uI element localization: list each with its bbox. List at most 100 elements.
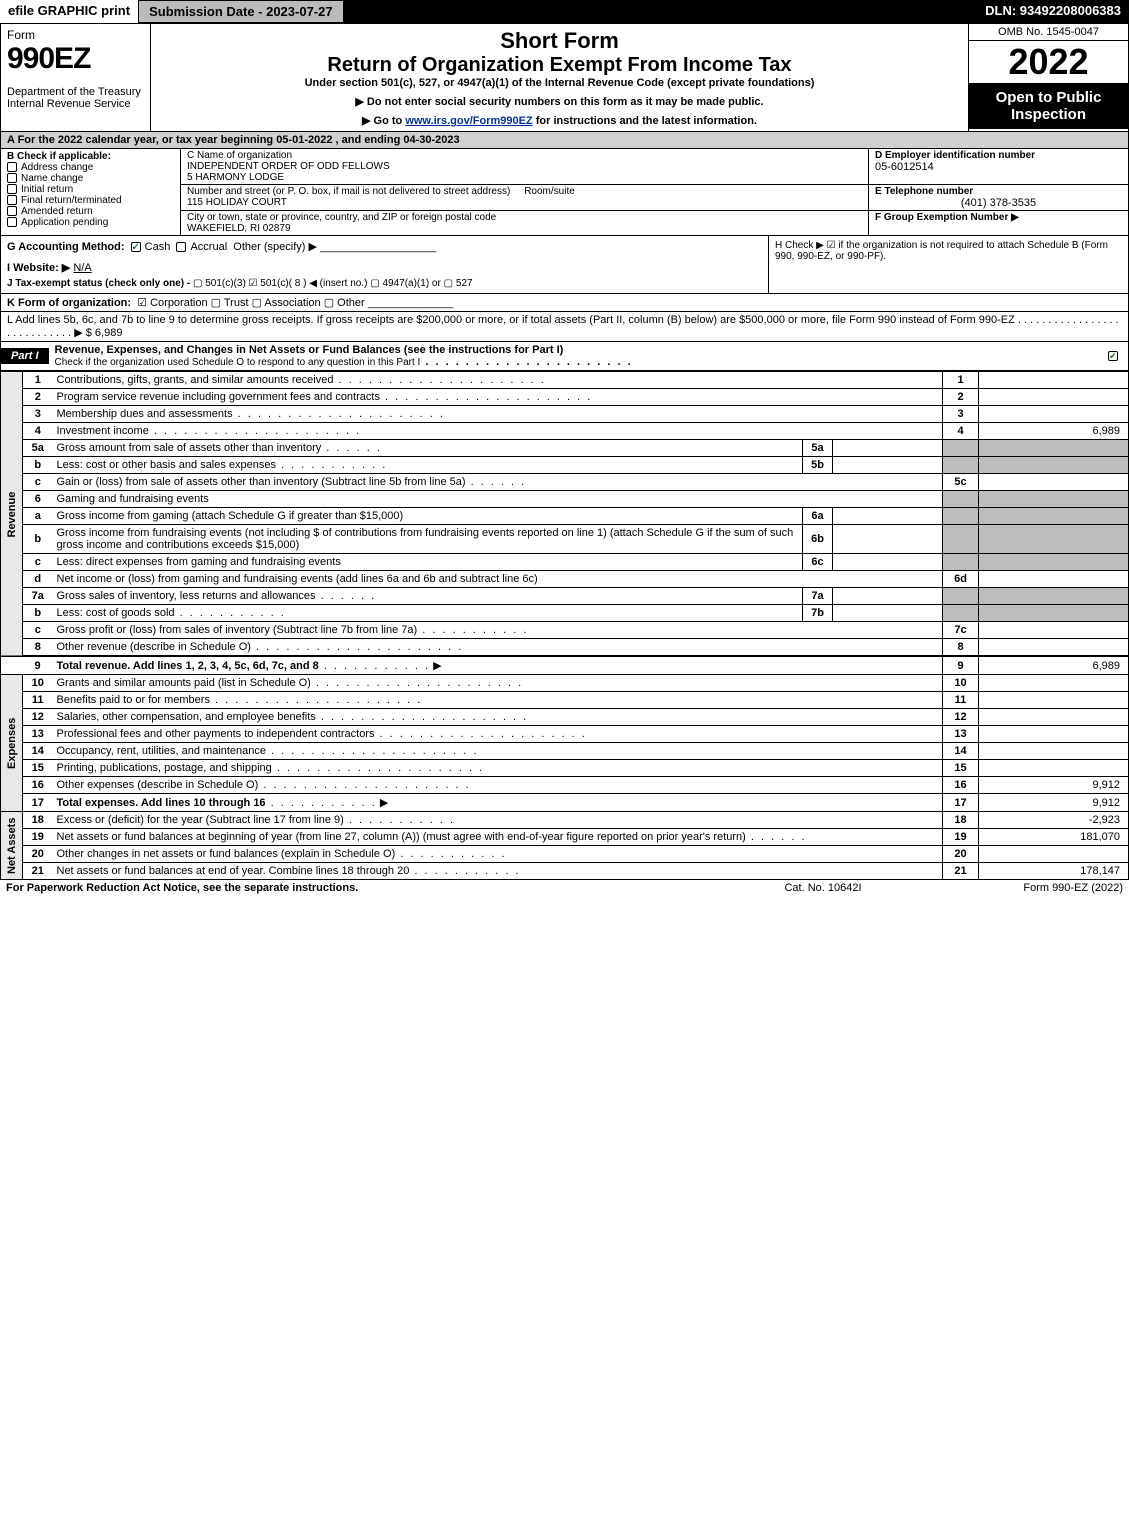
department-label: Department of the Treasury Internal Reve…: [7, 86, 144, 110]
street-lbl: Number and street (or P. O. box, if mail…: [187, 186, 510, 197]
val-4: 6,989: [979, 423, 1129, 440]
footer-left: For Paperwork Reduction Act Notice, see …: [6, 882, 723, 894]
checkbox-icon[interactable]: [7, 173, 17, 183]
section-gh: G Accounting Method: Cash Accrual Other …: [0, 236, 1129, 294]
checkbox-icon[interactable]: [7, 206, 17, 216]
d-ein: D Employer identification number 05-6012…: [868, 149, 1128, 185]
part-check: [1102, 348, 1128, 364]
j-lbl: J Tax-exempt status (check only one) -: [7, 278, 190, 289]
b-opt-initial: Initial return: [7, 184, 174, 195]
footer-right: Form 990-EZ (2022): [923, 882, 1123, 894]
goto-post: for instructions and the latest informat…: [533, 115, 757, 127]
header-center: Short Form Return of Organization Exempt…: [151, 24, 968, 131]
b-opt-pending: Application pending: [7, 217, 174, 228]
total-expenses: 9,912: [979, 794, 1129, 812]
g-lbl: G Accounting Method:: [7, 241, 125, 253]
checkbox-icon[interactable]: [176, 242, 186, 252]
side-netassets: Net Assets: [1, 812, 23, 880]
k-lbl: K Form of organization:: [7, 297, 131, 309]
section-b: B Check if applicable: Address change Na…: [1, 149, 181, 235]
efile-label: efile GRAPHIC print: [0, 0, 138, 23]
city-lbl: City or town, state or province, country…: [187, 212, 862, 223]
dln-label: DLN: 93492208006383: [977, 0, 1129, 23]
j-status: J Tax-exempt status (check only one) - ▢…: [7, 278, 762, 289]
b-opt-name: Name change: [7, 173, 174, 184]
goto-line: ▶ Go to www.irs.gov/Form990EZ for instru…: [161, 114, 958, 127]
city-val: WAKEFIELD, RI 02879: [187, 223, 862, 234]
section-h: H Check ▶ ☑ if the organization is not r…: [768, 236, 1128, 293]
form-word: Form: [7, 28, 144, 42]
top-bar: efile GRAPHIC print Submission Date - 20…: [0, 0, 1129, 23]
i-lbl: I Website: ▶: [7, 262, 70, 274]
section-g: G Accounting Method: Cash Accrual Other …: [1, 236, 768, 293]
b-opt-final: Final return/terminated: [7, 195, 174, 206]
side-revenue: Revenue: [1, 372, 23, 657]
page-footer: For Paperwork Reduction Act Notice, see …: [0, 880, 1129, 896]
form-number: 990EZ: [7, 42, 144, 76]
f-group: F Group Exemption Number ▶: [868, 211, 1128, 235]
form-990ez-page: efile GRAPHIC print Submission Date - 20…: [0, 0, 1129, 896]
part-title: Revenue, Expenses, and Changes in Net As…: [49, 342, 1102, 370]
part-tab: Part I: [1, 348, 49, 364]
k-opts: ☑ Corporation ▢ Trust ▢ Association ▢ Ot…: [137, 297, 365, 309]
ln-1: 1: [23, 372, 53, 389]
val-1: [979, 372, 1129, 389]
val-21: 178,147: [979, 863, 1129, 880]
b-title: B Check if applicable:: [7, 151, 174, 162]
street-val: 115 HOLIDAY COURT: [187, 197, 862, 208]
org-name: INDEPENDENT ORDER OF ODD FELLOWS 5 HARMO…: [187, 161, 862, 183]
part-sub: Check if the organization used Schedule …: [55, 357, 421, 368]
section-a: A For the 2022 calendar year, or tax yea…: [0, 132, 1129, 149]
c-name: C Name of organization INDEPENDENT ORDER…: [181, 149, 868, 185]
section-k: K Form of organization: ☑ Corporation ▢ …: [0, 294, 1129, 312]
val-19: 181,070: [979, 829, 1129, 846]
i-website: I Website: ▶ N/A: [7, 261, 762, 274]
open-inspection: Open to Public Inspection: [969, 83, 1128, 129]
checkbox-icon[interactable]: [7, 217, 17, 227]
j-opts: ▢ 501(c)(3) ☑ 501(c)( 8 ) ◀ (insert no.)…: [193, 278, 473, 289]
phone-val: (401) 378-3535: [875, 197, 1122, 209]
c-street: Number and street (or P. O. box, if mail…: [181, 185, 868, 211]
group-lbl: F Group Exemption Number ▶: [875, 212, 1122, 223]
checkbox-icon[interactable]: [7, 162, 17, 172]
side-expenses: Expenses: [1, 675, 23, 812]
tax-year: 2022: [969, 41, 1128, 83]
b-opt-address: Address change: [7, 162, 174, 173]
part-i-table: Revenue 1 Contributions, gifts, grants, …: [0, 371, 1129, 880]
footer-center: Cat. No. 10642I: [723, 882, 923, 894]
omb-number: OMB No. 1545-0047: [969, 24, 1128, 41]
website-val: N/A: [73, 262, 91, 274]
section-bcd: B Check if applicable: Address change Na…: [0, 149, 1129, 236]
under-section-text: Under section 501(c), 527, or 4947(a)(1)…: [161, 77, 958, 89]
g-line: G Accounting Method: Cash Accrual Other …: [7, 240, 762, 253]
room-lbl: Room/suite: [524, 186, 575, 197]
part-i-bar: Part I Revenue, Expenses, and Changes in…: [0, 342, 1129, 371]
checkbox-icon[interactable]: [7, 184, 17, 194]
b-opt-amended: Amended return: [7, 206, 174, 217]
ein-val: 05-6012514: [875, 161, 1122, 173]
ssn-warning: ▶ Do not enter social security numbers o…: [161, 95, 958, 108]
goto-pre: ▶ Go to: [362, 115, 405, 127]
c-city: City or town, state or province, country…: [181, 211, 868, 235]
phone-lbl: E Telephone number: [875, 186, 1122, 197]
val-18: -2,923: [979, 812, 1129, 829]
irs-link[interactable]: www.irs.gov/Form990EZ: [405, 115, 532, 127]
section-cd: C Name of organization INDEPENDENT ORDER…: [181, 149, 1128, 235]
c-name-lbl: C Name of organization: [187, 150, 862, 161]
total-revenue: 6,989: [979, 656, 1129, 675]
e-phone: E Telephone number (401) 378-3535: [868, 185, 1128, 211]
submission-date: Submission Date - 2023-07-27: [138, 0, 344, 23]
short-form-title: Short Form: [161, 28, 958, 54]
val-16: 9,912: [979, 777, 1129, 794]
header-left: Form 990EZ Department of the Treasury In…: [1, 24, 151, 131]
checkbox-icon[interactable]: [1108, 351, 1118, 361]
header-right: OMB No. 1545-0047 2022 Open to Public In…: [968, 24, 1128, 131]
section-l: L Add lines 5b, 6c, and 7b to line 9 to …: [0, 312, 1129, 342]
ein-lbl: D Employer identification number: [875, 150, 1122, 161]
lbl-1: Contributions, gifts, grants, and simila…: [53, 372, 943, 389]
header-block: Form 990EZ Department of the Treasury In…: [0, 23, 1129, 132]
main-title: Return of Organization Exempt From Incom…: [161, 54, 958, 77]
checkbox-icon[interactable]: [131, 242, 141, 252]
checkbox-icon[interactable]: [7, 195, 17, 205]
num-1: 1: [943, 372, 979, 389]
